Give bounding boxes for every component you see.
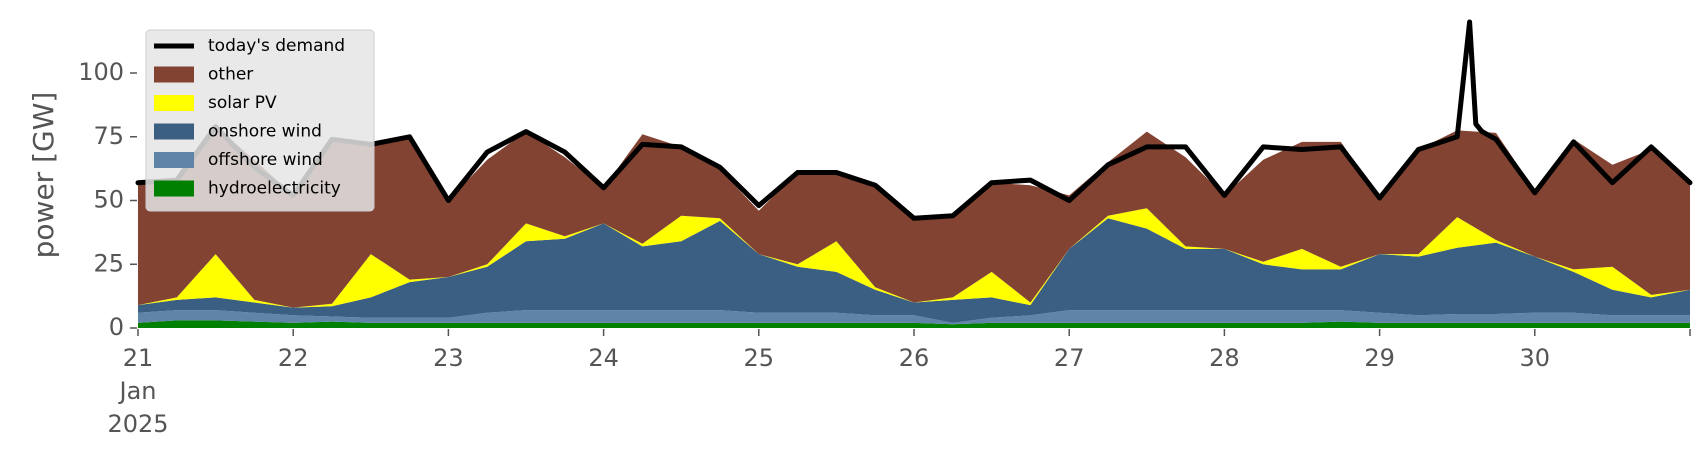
- x-tick-label: 24: [588, 344, 619, 372]
- legend-swatch-offshore-wind: [154, 152, 194, 168]
- legend-swatch-other: [154, 66, 194, 83]
- legend-swatch-onshore-wind: [154, 123, 194, 140]
- legend-label-offshore-wind: offshore wind: [208, 150, 323, 170]
- area-solar-pv: [138, 208, 1690, 308]
- area-hydroelectricity: [138, 320, 1690, 328]
- legend-label-today-s-demand: today's demand: [208, 36, 345, 56]
- x-tick-label: 21: [123, 344, 154, 372]
- y-tick-label: 50: [93, 186, 124, 214]
- x-tick-label: 28: [1209, 344, 1240, 372]
- x-tick-label: 26: [899, 344, 930, 372]
- y-tick-label: 0: [109, 313, 124, 341]
- legend-label-solar-pv: solar PV: [208, 93, 277, 113]
- x-tick-label: 30: [1520, 344, 1551, 372]
- y-axis-title: power [GW]: [27, 92, 60, 259]
- x-tick-label: 25: [744, 344, 775, 372]
- legend: today's demand other solar PV onshore wind o…: [145, 29, 375, 212]
- y-tick-label: 100: [78, 58, 124, 86]
- axes: 0 25 50 75 100 21 Jan 2025 22 23 24 25 26 27 28 29 30: [78, 58, 1691, 438]
- area-onshore-wind: [138, 218, 1690, 323]
- legend-label-onshore-wind: onshore wind: [208, 122, 322, 142]
- legend-swatch-solar-pv: [154, 95, 194, 111]
- demand-line: [135, 19, 1693, 221]
- legend-label-hydroelectricity: hydroelectricity: [208, 179, 341, 199]
- legend-label-other: other: [208, 65, 253, 85]
- x-tick-label: 29: [1364, 344, 1395, 372]
- x-tick-year-label: 2025: [107, 410, 168, 438]
- x-tick-label: 23: [433, 344, 464, 372]
- x-tick-month-label: Jan: [118, 377, 157, 405]
- legend-frame: [145, 29, 375, 212]
- demand-line-layer: [135, 19, 1693, 221]
- x-tick-label: 27: [1054, 344, 1085, 372]
- legend-swatch-hydroelectricity: [154, 180, 194, 197]
- area-offshore-wind: [138, 310, 1690, 325]
- y-tick-label: 75: [93, 122, 124, 150]
- x-tick-label: 22: [278, 344, 309, 372]
- y-tick-label: 25: [93, 249, 124, 277]
